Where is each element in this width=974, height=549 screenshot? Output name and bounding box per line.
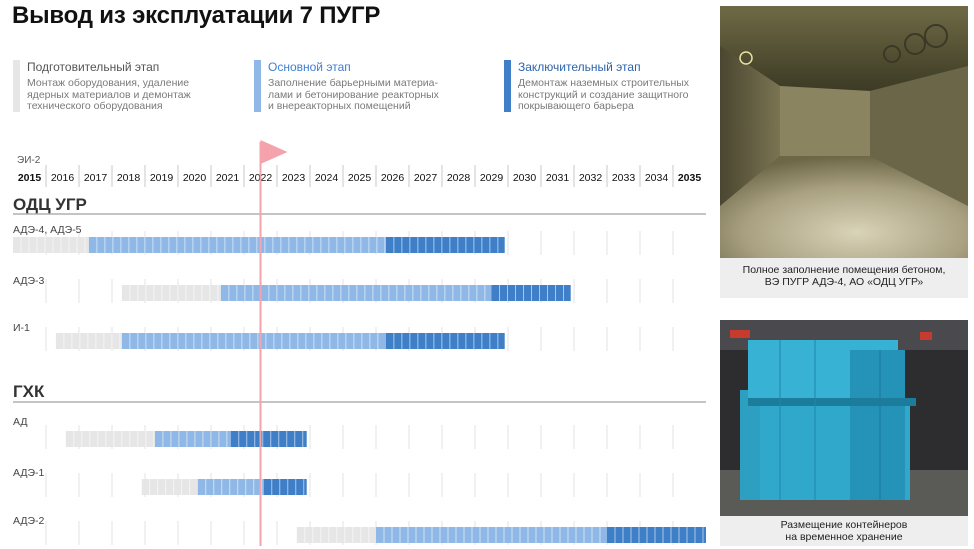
bar-segment-prep [65,431,155,447]
legend-main-name: Основной этап [268,60,351,74]
year-tick-label: 2021 [216,172,240,184]
bar-segment-prep [55,333,122,349]
legend-main-swatch [254,60,261,112]
bar-segment-final [607,527,706,543]
bar-segment-prep [141,479,198,495]
start-label: ЭИ-2 [17,155,41,166]
current-year-flag [260,140,288,164]
year-tick-label: 2024 [315,172,339,184]
year-tick-label: 2031 [546,172,570,184]
legend-prep-swatch [13,60,20,112]
year-tick-label: 2029 [480,172,504,184]
bar-segment-final [385,237,505,253]
year-tick-label: 2015 [18,172,42,184]
bar-segment-main [121,333,386,349]
legend-final-name: Заключительный этап [518,60,641,74]
year-tick-label: 2025 [348,172,372,184]
year-tick-label: 2027 [414,172,438,184]
gantt-chart: ЭИ-2201520162017201820192020202120222023… [13,140,706,546]
legend-final-swatch [504,60,511,112]
group-header: ГХК [13,382,45,401]
legend-main-description: Заполнение барьерными материа- лами и бе… [268,77,439,112]
bar-segment-final [263,479,307,495]
year-tick-label: 2030 [513,172,537,184]
row-label: АДЭ-4, АДЭ-5 [13,224,82,236]
legend-prep-name: Подготовительный этап [27,60,160,74]
row-label: АДЭ-1 [13,467,45,479]
bar-segment-main [88,237,386,253]
legend-prep-description: Монтаж оборудования, удаление ядерных ма… [27,77,191,112]
year-tick-label: 2017 [84,172,108,184]
row-label: АД [13,416,27,428]
containers-photo [720,320,968,516]
year-tick-label: 2034 [645,172,669,184]
year-tick-label: 2020 [183,172,207,184]
bar-segment-main [220,285,492,301]
bar-segment-final [385,333,505,349]
photo-caption-1: Полное заполнение помещения бетоном, ВЭ … [720,258,968,298]
year-tick-label: 2035 [678,172,702,184]
row-label: АДЭ-3 [13,275,45,287]
legend-final-description: Демонтаж наземных строительных конструкц… [518,77,690,112]
bar-segment-prep [121,285,221,301]
bar-segment-final [230,431,307,447]
row-label: И-1 [13,322,30,334]
year-tick-label: 2018 [117,172,141,184]
year-tick-label: 2032 [579,172,603,184]
page-title: Вывод из эксплуатации 7 ПУГР [12,2,381,29]
row-label: АДЭ-2 [13,515,45,527]
bar-segment-main [154,431,231,447]
year-tick-label: 2019 [150,172,174,184]
group-header: ОДЦ УГР [13,195,87,214]
bar-segment-main [197,479,264,495]
year-tick-label: 2026 [381,172,405,184]
year-tick-label: 2023 [282,172,306,184]
year-tick-label: 2028 [447,172,471,184]
bar-segment-main [376,527,607,543]
concrete-room-photo [720,6,968,258]
photo-caption-2: Размещение контейнеров на временное хран… [720,516,968,546]
year-tick-label: 2033 [612,172,636,184]
year-tick-label: 2016 [51,172,75,184]
bar-segment-prep [13,237,89,253]
